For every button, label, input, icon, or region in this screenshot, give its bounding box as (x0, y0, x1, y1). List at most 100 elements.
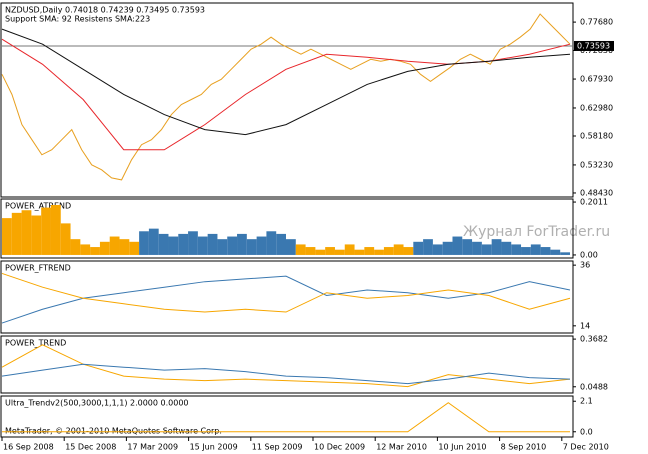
x-tick-label: 7 Dec 2010 (563, 443, 609, 452)
bar (325, 247, 335, 255)
bar (354, 249, 365, 255)
bar (432, 244, 443, 255)
panel-frame (0, 260, 574, 334)
bar (364, 247, 375, 255)
bar (413, 241, 424, 255)
y-tick-label: 2.1 (580, 397, 593, 406)
bar (80, 244, 91, 255)
x-tick-label: 11 Sep 2009 (252, 443, 303, 452)
bar (50, 204, 61, 255)
watermark: Журнал ForTrader.ru (463, 224, 610, 240)
y-tick-label: 0.2011 (580, 198, 608, 207)
y-tick-label: 14 (580, 321, 590, 330)
bar (383, 247, 394, 255)
bar (109, 236, 120, 255)
x-tick-label: 17 Mar 2009 (127, 443, 178, 452)
panel-title: POWER_FTREND (5, 264, 71, 273)
y-tick-label: 0.00 (580, 250, 598, 259)
bar (501, 241, 512, 255)
bar (2, 218, 12, 255)
x-tick-label: 8 Sep 2010 (501, 443, 547, 452)
bar (305, 247, 316, 255)
y-tick-label: 0.62980 (580, 103, 613, 112)
x-tick-label: 15 Dec 2008 (65, 443, 116, 452)
bar (481, 244, 492, 255)
series-line (1, 28, 571, 136)
panel-title: NZDUSD,Daily 0.74018 0.74239 0.73495 0.7… (5, 6, 205, 15)
bar (119, 239, 130, 255)
x-tick-label: 10 Dec 2009 (314, 443, 365, 452)
x-tick-label: 12 Mar 2010 (376, 443, 427, 452)
panel-frame (0, 198, 574, 259)
bar (90, 247, 100, 255)
bar (11, 212, 22, 255)
y-tick-label: 0.0488 (580, 382, 608, 391)
series-line (1, 13, 571, 181)
y-tick-label: 0.67930 (580, 75, 613, 84)
bar (334, 249, 345, 255)
bar (148, 228, 159, 255)
series-line (1, 272, 571, 313)
bar (374, 249, 384, 255)
x-tick-label: 16 Sep 2008 (3, 443, 54, 452)
bar (31, 215, 42, 255)
bar (462, 239, 473, 255)
y-tick-label: 0.3682 (580, 335, 608, 344)
copyright: MetaTrader, © 2001-2010 MetaQuotes Softw… (5, 427, 222, 436)
series-line (1, 344, 571, 388)
price-tag-label: 0.73593 (577, 41, 610, 50)
bar (188, 231, 198, 255)
y-tick-label: 0.48430 (580, 188, 613, 197)
x-tick-label: 15 Jun 2009 (190, 443, 238, 452)
bar (168, 236, 179, 255)
bar (227, 236, 238, 255)
panel-frame (0, 395, 574, 438)
bar (295, 244, 306, 255)
bar (99, 241, 110, 255)
bar (70, 239, 81, 255)
panel-subtitle: Support SMA: 92 Resistens SMA:223 (5, 15, 150, 24)
series-line (1, 275, 571, 324)
bar (256, 236, 267, 255)
panel-frame (0, 335, 574, 394)
bar (452, 236, 463, 255)
bar (158, 233, 169, 255)
bar (550, 249, 561, 255)
price-tag (574, 40, 614, 51)
bar (472, 241, 482, 255)
bar (178, 233, 189, 255)
bar (207, 233, 218, 255)
bar (403, 247, 414, 255)
y-tick-label: 36 (580, 261, 590, 270)
bar (139, 231, 149, 255)
bar (129, 241, 140, 255)
panel-title: POWER_TREND (5, 339, 66, 348)
bar (41, 207, 51, 255)
panel-frame (0, 2, 574, 198)
bar (491, 239, 502, 255)
series-line (1, 363, 571, 385)
y-tick-label: 0.77680 (580, 18, 613, 27)
bar (521, 247, 531, 255)
bar (246, 239, 257, 255)
panel-title: POWER_ATREND (5, 202, 71, 211)
bar (217, 239, 228, 255)
bar (276, 233, 286, 255)
y-tick-label: 0.0 (580, 427, 593, 436)
bar (197, 236, 208, 255)
x-tick-label: 10 Jun 2010 (438, 443, 486, 452)
bar (423, 239, 433, 255)
series-line (2, 402, 570, 433)
y-tick-label: 0.58180 (580, 132, 613, 141)
bar (540, 247, 551, 255)
bar (266, 231, 277, 255)
bar (511, 244, 522, 255)
bar (344, 244, 355, 255)
bar (530, 244, 541, 255)
panel-title: Ultra_Trendv2(500,3000,1,1,1) 2.0000 0.0… (5, 399, 189, 408)
bar (560, 252, 570, 255)
bar (393, 244, 404, 255)
bar (60, 223, 71, 255)
bar (286, 239, 296, 255)
